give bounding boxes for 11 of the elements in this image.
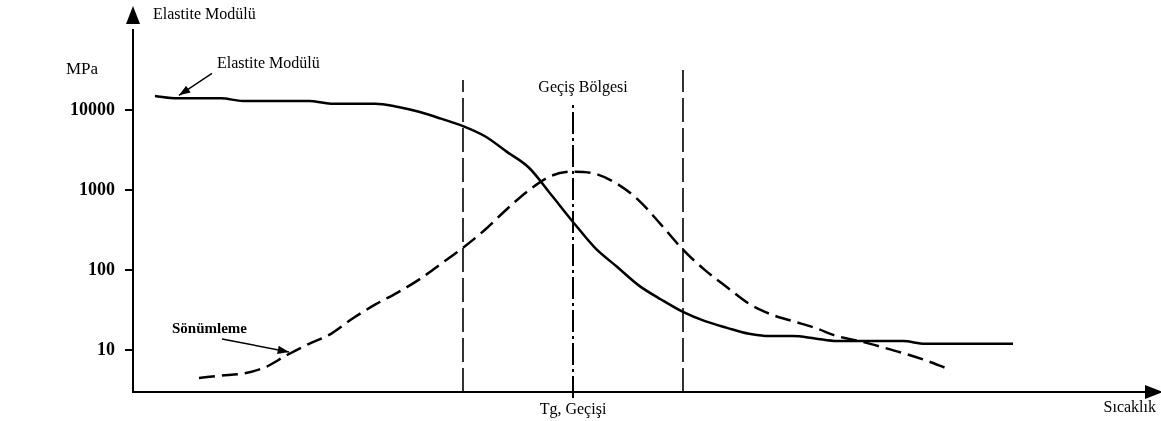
- y-tick-label: 10: [97, 338, 115, 359]
- annotation: Geçiş Bölgesi: [538, 78, 629, 97]
- x-tick-label: Tg, Geçişi: [539, 399, 607, 418]
- x-axis-title: Sıcaklık: [1103, 398, 1156, 416]
- text: MPa: [65, 59, 99, 79]
- text: Sönümleme: [172, 319, 248, 336]
- y-axis-title: Elastite Modülü: [153, 5, 256, 23]
- series-label: Elastite Modülü: [217, 53, 320, 71]
- y-tick-label: 1000: [79, 178, 115, 199]
- y-tick-label: 10000: [70, 98, 115, 119]
- y-tick-label: 100: [88, 258, 115, 279]
